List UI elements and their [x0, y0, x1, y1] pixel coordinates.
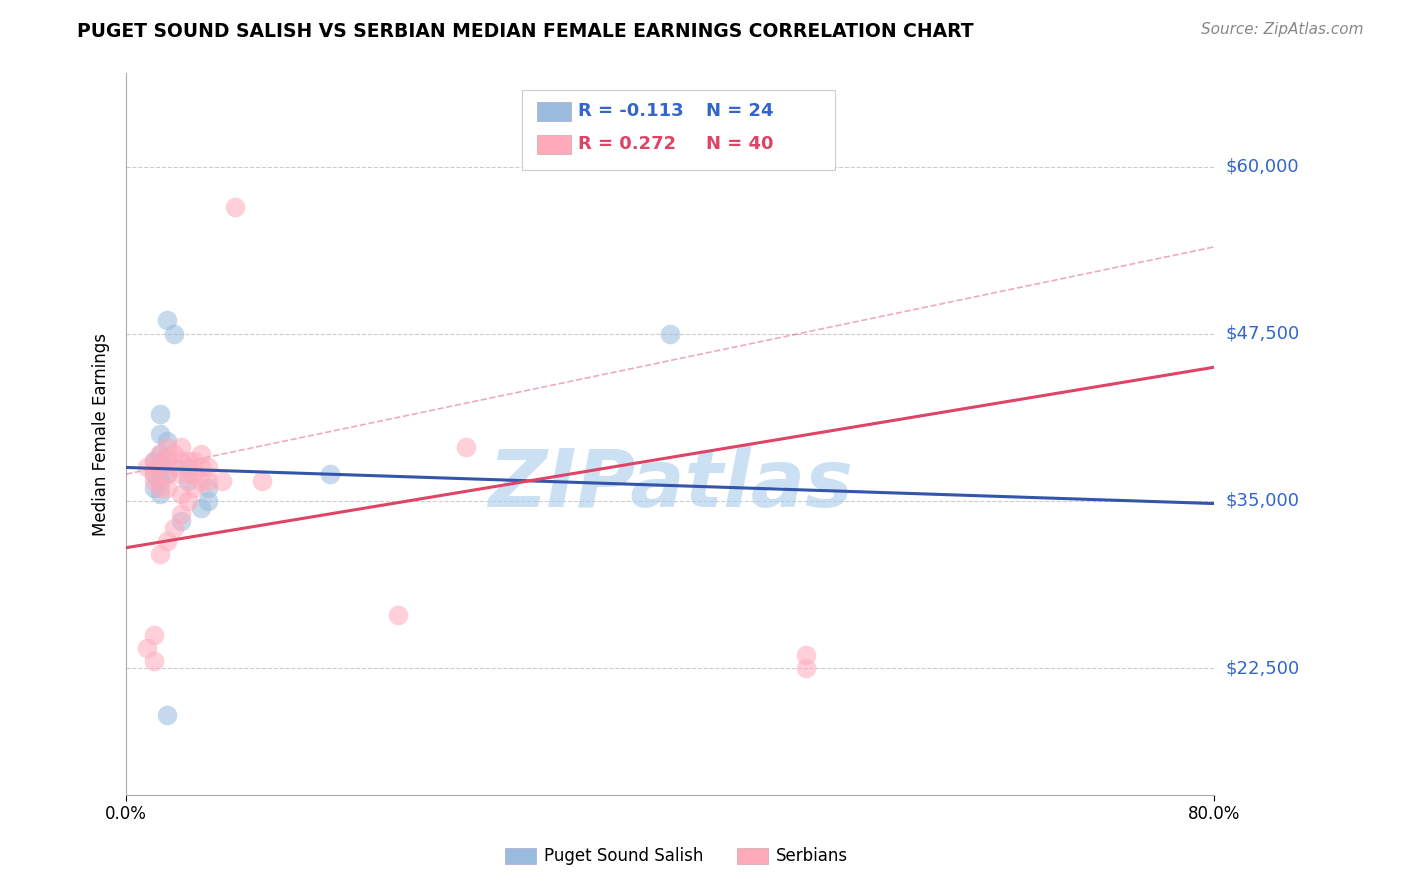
Point — [156, 434, 179, 448]
Point — [176, 454, 198, 468]
Text: ZIPatlas: ZIPatlas — [488, 446, 853, 524]
Point — [252, 474, 274, 488]
Point — [163, 521, 186, 535]
Point — [156, 441, 179, 455]
Point — [183, 481, 205, 495]
Text: $60,000: $60,000 — [1226, 158, 1299, 176]
Text: $47,500: $47,500 — [1226, 325, 1299, 343]
Point — [183, 467, 205, 482]
Point — [156, 467, 179, 482]
Point — [149, 447, 172, 461]
Point — [149, 460, 172, 475]
Point — [387, 607, 409, 622]
Text: R = -0.113: R = -0.113 — [578, 102, 683, 120]
Text: Serbians: Serbians — [776, 847, 848, 865]
Point — [170, 514, 193, 528]
Text: Source: ZipAtlas.com: Source: ZipAtlas.com — [1201, 22, 1364, 37]
Point — [176, 494, 198, 508]
Text: $35,000: $35,000 — [1226, 491, 1299, 510]
Point — [142, 454, 165, 468]
Point — [156, 533, 179, 548]
Point — [190, 474, 212, 488]
Point — [156, 467, 179, 482]
Point — [142, 481, 165, 495]
Point — [142, 627, 165, 641]
Point — [149, 474, 172, 488]
Point — [149, 481, 172, 495]
Point — [149, 407, 172, 421]
Point — [149, 457, 172, 471]
Point — [170, 441, 193, 455]
Point — [142, 467, 165, 482]
Point — [142, 474, 165, 488]
Point — [149, 547, 172, 561]
Point — [142, 654, 165, 668]
Point — [149, 460, 172, 475]
Point — [142, 467, 165, 482]
Point — [183, 454, 205, 468]
Y-axis label: Median Female Earnings: Median Female Earnings — [93, 333, 110, 535]
Point — [163, 326, 186, 341]
Point — [156, 313, 179, 327]
Text: PUGET SOUND SALISH VS SERBIAN MEDIAN FEMALE EARNINGS CORRELATION CHART: PUGET SOUND SALISH VS SERBIAN MEDIAN FEM… — [77, 22, 974, 41]
Point — [156, 707, 179, 722]
Point — [796, 648, 818, 662]
Point — [796, 661, 818, 675]
Point — [170, 454, 193, 468]
Point — [170, 487, 193, 501]
Point — [197, 494, 219, 508]
Point — [190, 500, 212, 515]
Point — [176, 474, 198, 488]
Point — [142, 454, 165, 468]
Point — [319, 467, 342, 482]
Point — [176, 467, 198, 482]
Point — [149, 427, 172, 442]
Point — [156, 454, 179, 468]
Point — [163, 447, 186, 461]
Point — [456, 441, 478, 455]
Point — [197, 460, 219, 475]
Point — [170, 508, 193, 522]
Text: N = 40: N = 40 — [706, 135, 773, 153]
Point — [190, 447, 212, 461]
Text: R = 0.272: R = 0.272 — [578, 135, 676, 153]
Point — [156, 451, 179, 466]
Point — [190, 460, 212, 475]
Point — [135, 640, 157, 655]
Point — [170, 467, 193, 482]
Point — [197, 481, 219, 495]
Point — [156, 481, 179, 495]
Point — [659, 326, 682, 341]
Point — [197, 474, 219, 488]
Text: Puget Sound Salish: Puget Sound Salish — [544, 847, 703, 865]
Text: N = 24: N = 24 — [706, 102, 773, 120]
Point — [149, 487, 172, 501]
Point — [211, 474, 233, 488]
Point — [176, 460, 198, 475]
Point — [135, 460, 157, 475]
Point — [224, 200, 246, 214]
Point — [149, 447, 172, 461]
Point — [163, 460, 186, 475]
Text: $22,500: $22,500 — [1226, 659, 1299, 677]
